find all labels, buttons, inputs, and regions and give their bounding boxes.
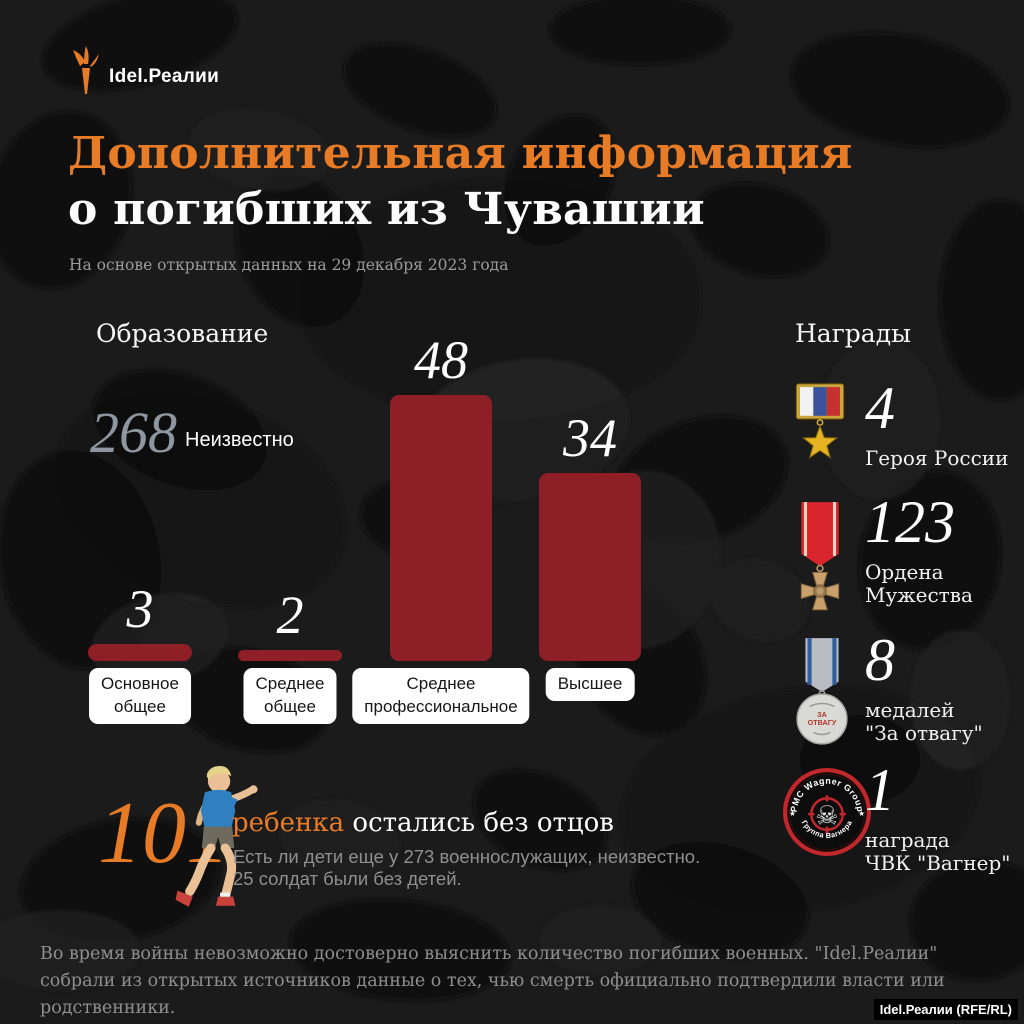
order-of-courage-medal-icon: [800, 502, 840, 611]
award-label-line: Героя России: [865, 446, 1009, 470]
logo-text: Idel.Реалии: [109, 66, 220, 87]
bar-category-line: Среднее: [406, 674, 476, 693]
sandal-front: [216, 896, 236, 906]
award-label-line: ЧВК "Вагнер": [865, 851, 1011, 876]
page-title-line2: о погибших из Чувашии: [68, 184, 705, 235]
bar-category-line: общее: [114, 696, 166, 716]
wagner-group-patch-icon: PMC Wagner Group Группа Вагнера ★ ★ ☠: [783, 768, 871, 856]
bar-srednee-obshchee: 2: [238, 584, 342, 661]
children-note-line2: 25 солдат были без детей.: [233, 868, 462, 890]
bar-category-label: Высшее: [545, 668, 635, 701]
unknown-label: Неизвестно: [185, 429, 294, 451]
torch-icon: [73, 46, 99, 94]
bar-rect: [88, 644, 192, 661]
award-label: Героя России: [865, 446, 1009, 470]
award-label: медалей "За отвагу": [865, 698, 983, 746]
sandal-back: [175, 890, 193, 907]
award-label-line: Мужества: [865, 583, 973, 608]
award-label-line: награда: [865, 828, 950, 852]
medal-inscription-line1: ЗА: [817, 710, 828, 719]
award-order-of-courage: 123 Ордена Мужества: [783, 492, 1024, 622]
bar-value: 48: [414, 329, 468, 390]
hero-of-russia-medal-icon: [795, 383, 845, 459]
logo: Idel.Реалии: [72, 46, 219, 96]
bar-rect: [539, 473, 641, 661]
bar-value: 2: [276, 584, 304, 645]
bar-category-label: Среднее профессиональное: [352, 668, 530, 724]
award-za-otvagu: ЗА ОТВАГУ 8 медалей "За отвагу": [783, 630, 1024, 750]
award-label: награда ЧВК "Вагнер": [865, 828, 1011, 876]
bar-osnovnoe-obshchee: 3: [88, 578, 192, 661]
children-caption-highlight: ребенка: [232, 808, 345, 838]
medal-inscription-line2: ОТВАГУ: [808, 718, 837, 727]
bar-category-label: Среднее общее: [243, 668, 337, 724]
patch-star-left: ★: [789, 809, 796, 818]
patch-star-right: ★: [858, 809, 865, 818]
award-value: 123: [865, 489, 955, 555]
award-value: 8: [865, 627, 895, 693]
bar-rect: [238, 650, 342, 661]
gold-star: [801, 424, 839, 459]
awards-heading: Награды: [795, 319, 912, 348]
bar-srednee-professionalnoe: 48: [390, 329, 492, 661]
bar-category-line: Среднее: [255, 674, 325, 693]
subtitle: На основе открытых данных на 29 декабря …: [69, 256, 509, 274]
children-caption: ребенка остались без отцов: [232, 809, 614, 838]
education-heading: Образование: [96, 319, 269, 348]
za-otvagu-medal-icon: ЗА ОТВАГУ: [796, 638, 848, 745]
award-text: 1 награда ЧВК "Вагнер": [865, 760, 1010, 875]
bar-category-line: Основное: [101, 674, 179, 693]
award-label-line: медалей: [865, 698, 955, 722]
award-text: 123 Ордена Мужества: [865, 492, 973, 607]
shorts: [201, 826, 235, 849]
footer-disclaimer: Во время войны невозможно достоверно выя…: [40, 944, 945, 1019]
award-text: 4 Героя России: [865, 378, 1008, 470]
bar-category-line: Высшее: [557, 674, 623, 693]
award-label-line: "За отвагу": [865, 721, 983, 746]
blue-shirt: [200, 789, 236, 829]
award-wagner: PMC Wagner Group Группа Вагнера ★ ★ ☠ 1 …: [783, 760, 1024, 875]
bar-category-label: Основное общее: [89, 668, 191, 724]
bar-rect: [390, 395, 492, 661]
children-note-line1: Есть ли дети еще у 273 военнослужащих, н…: [233, 846, 701, 867]
unknown-count: 268: [90, 400, 177, 465]
page-title-line1: Дополнительная информация: [68, 128, 853, 179]
credit-badge: Idel.Реалии (RFE/RL): [873, 999, 1018, 1020]
bar-value: 34: [563, 407, 617, 468]
bar-value: 3: [126, 578, 154, 639]
bar-vysshee: 34: [539, 407, 641, 661]
children-caption-rest: остались без отцов: [352, 808, 614, 838]
award-label-line: Ордена: [865, 560, 944, 584]
award-label: Ордена Мужества: [865, 560, 973, 608]
award-text: 8 медалей "За отвагу": [865, 630, 983, 745]
torch-handle: [82, 68, 90, 94]
child-photo: [175, 766, 258, 907]
award-hero-of-russia: 4 Героя России: [783, 378, 1024, 478]
award-value: 1: [865, 757, 895, 823]
bar-category-line: общее: [264, 696, 316, 716]
skull-icon: ☠: [815, 802, 838, 832]
bar-category-line: профессиональное: [364, 696, 518, 716]
children-note: Есть ли дети еще у 273 военнослужащих, н…: [233, 846, 700, 890]
award-value: 4: [865, 375, 895, 441]
